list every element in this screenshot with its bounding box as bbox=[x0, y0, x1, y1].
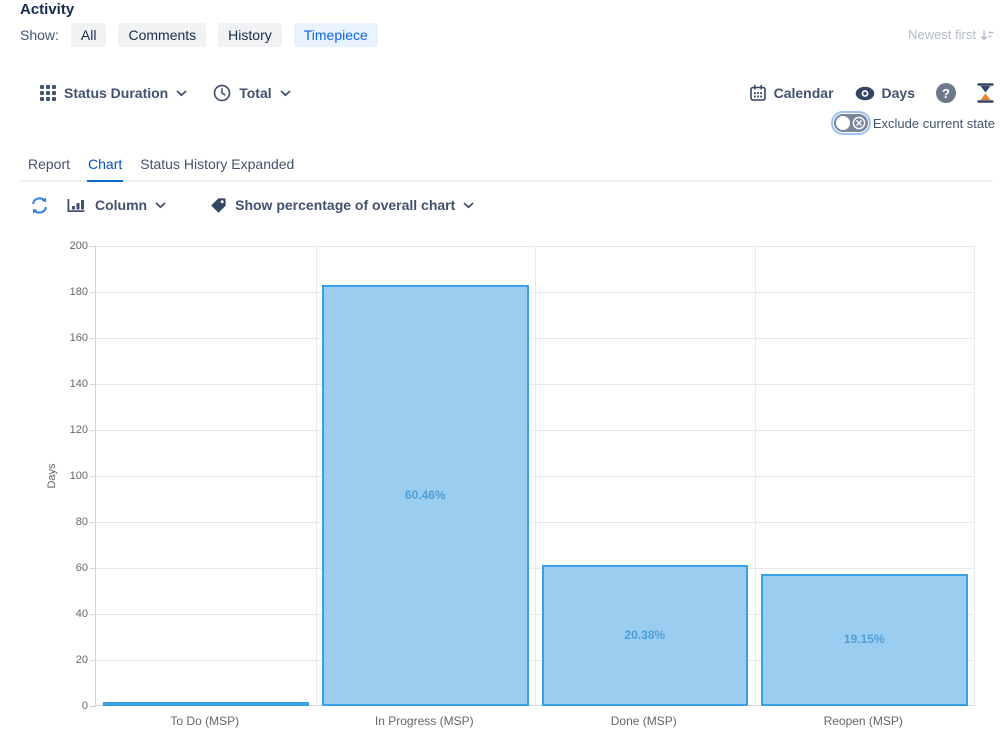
calendar-icon bbox=[749, 84, 767, 102]
gridline bbox=[754, 246, 756, 706]
tab-report[interactable]: Report bbox=[28, 156, 71, 172]
chevron-down-icon bbox=[280, 90, 291, 97]
label-mode-dropdown[interactable]: Show percentage of overall chart bbox=[210, 197, 474, 214]
report-type-label: Status Duration bbox=[64, 85, 169, 101]
sort-label: Newest first bbox=[908, 27, 976, 42]
chart-toolbar: Column Show percentage of overall chart bbox=[30, 192, 474, 218]
plot-area: 60.46% 20.38% 19.15% bbox=[90, 246, 975, 707]
y-tick-mark bbox=[90, 430, 96, 431]
tab-status-history-expanded[interactable]: Status History Expanded bbox=[140, 156, 295, 172]
y-tick-label: 40 bbox=[75, 608, 88, 620]
y-tick-mark bbox=[90, 338, 96, 339]
y-tick-label: 100 bbox=[69, 470, 88, 482]
gridline bbox=[974, 246, 975, 706]
grid-icon bbox=[40, 85, 56, 101]
label-mode-label: Show percentage of overall chart bbox=[235, 197, 456, 213]
y-tick-mark bbox=[90, 384, 96, 385]
eye-icon bbox=[855, 86, 875, 101]
filter-timepiece-button[interactable]: Timepiece bbox=[293, 22, 378, 47]
unit-days-button[interactable]: Days bbox=[855, 85, 915, 101]
chart-type-label: Column bbox=[95, 197, 148, 213]
time-scope-dropdown[interactable]: Total bbox=[213, 84, 291, 102]
report-toolbar: Status Duration Total bbox=[40, 80, 994, 106]
bar-percent-label: 20.38% bbox=[624, 627, 666, 642]
bar-percent-label: 19.15% bbox=[843, 632, 885, 646]
filter-history-button[interactable]: History bbox=[218, 22, 282, 47]
chart-bar[interactable] bbox=[322, 285, 529, 706]
calendar-button[interactable]: Calendar bbox=[749, 84, 834, 102]
hourglass-icon bbox=[977, 83, 994, 103]
chart-bar[interactable] bbox=[102, 702, 309, 706]
column-chart-icon bbox=[67, 198, 87, 213]
y-tick-label: 160 bbox=[69, 332, 88, 344]
exclude-current-state-toggle[interactable] bbox=[833, 114, 868, 132]
y-tick-label: 80 bbox=[75, 516, 88, 528]
unit-label: Days bbox=[881, 85, 915, 101]
y-tick-mark bbox=[90, 568, 96, 569]
refresh-button[interactable] bbox=[30, 196, 49, 215]
y-tick-label: 20 bbox=[75, 654, 88, 666]
activity-filter-bar: Show: All Comments History Timepiece bbox=[20, 22, 378, 47]
chevron-down-icon bbox=[463, 202, 474, 209]
y-tick-mark bbox=[90, 292, 96, 293]
chevron-down-icon bbox=[176, 90, 187, 97]
y-tick-label: 60 bbox=[75, 562, 88, 574]
y-tick-mark bbox=[90, 522, 96, 523]
gridline bbox=[535, 246, 536, 706]
x-category-label: Done (MSP) bbox=[610, 714, 677, 728]
status-duration-chart: Days 0 20 40 60 80 100 120 140 160 180 200 60.46% 2… bbox=[0, 240, 1006, 728]
y-tick-label: 0 bbox=[81, 700, 88, 712]
gridline bbox=[315, 246, 317, 706]
x-category-label: Reopen (MSP) bbox=[823, 714, 903, 728]
y-axis-labels: 0 20 40 60 80 100 120 140 160 180 200 bbox=[40, 240, 88, 712]
chevron-down-icon bbox=[155, 202, 166, 209]
time-scope-label: Total bbox=[239, 85, 272, 101]
chart-type-dropdown[interactable]: Column bbox=[67, 197, 166, 213]
bar-percent-label: 60.46% bbox=[404, 487, 446, 502]
chart-bar[interactable] bbox=[541, 565, 748, 706]
x-category-label: To Do (MSP) bbox=[170, 714, 240, 728]
show-label: Show: bbox=[20, 26, 59, 43]
calendar-label: Calendar bbox=[773, 85, 834, 101]
exclude-toggle-row: Exclude current state bbox=[833, 114, 995, 132]
view-tabs: Report Chart Status History Expanded bbox=[20, 151, 993, 182]
exclude-toggle-label: Exclude current state bbox=[872, 115, 995, 131]
y-tick-label: 140 bbox=[69, 378, 88, 390]
sort-descending-icon bbox=[980, 28, 995, 42]
y-tick-mark bbox=[90, 614, 96, 615]
tag-icon bbox=[210, 197, 227, 214]
clock-icon bbox=[213, 84, 231, 102]
y-tick-mark bbox=[90, 476, 96, 477]
filter-comments-button[interactable]: Comments bbox=[118, 22, 207, 47]
y-tick-label: 180 bbox=[69, 286, 88, 298]
y-tick-mark bbox=[90, 706, 96, 707]
page-title: Activity bbox=[20, 1, 75, 18]
chart-bar[interactable] bbox=[761, 574, 968, 706]
x-category-label: In Progress (MSP) bbox=[374, 714, 474, 728]
filter-all-button[interactable]: All bbox=[70, 22, 107, 47]
y-tick-mark bbox=[90, 246, 96, 247]
toggle-knob bbox=[835, 116, 850, 130]
tab-chart[interactable]: Chart bbox=[87, 151, 124, 182]
help-button[interactable]: ? bbox=[936, 83, 956, 103]
y-tick-label: 120 bbox=[69, 424, 88, 436]
y-tick-label: 200 bbox=[69, 240, 88, 252]
sort-control[interactable]: Newest first bbox=[908, 27, 995, 42]
y-tick-mark bbox=[90, 660, 96, 661]
toggle-off-x-icon bbox=[852, 116, 866, 130]
report-type-dropdown[interactable]: Status Duration bbox=[40, 85, 187, 101]
toolbar-right-tools: Calendar Days ? bbox=[749, 83, 994, 103]
refresh-icon bbox=[30, 196, 49, 215]
